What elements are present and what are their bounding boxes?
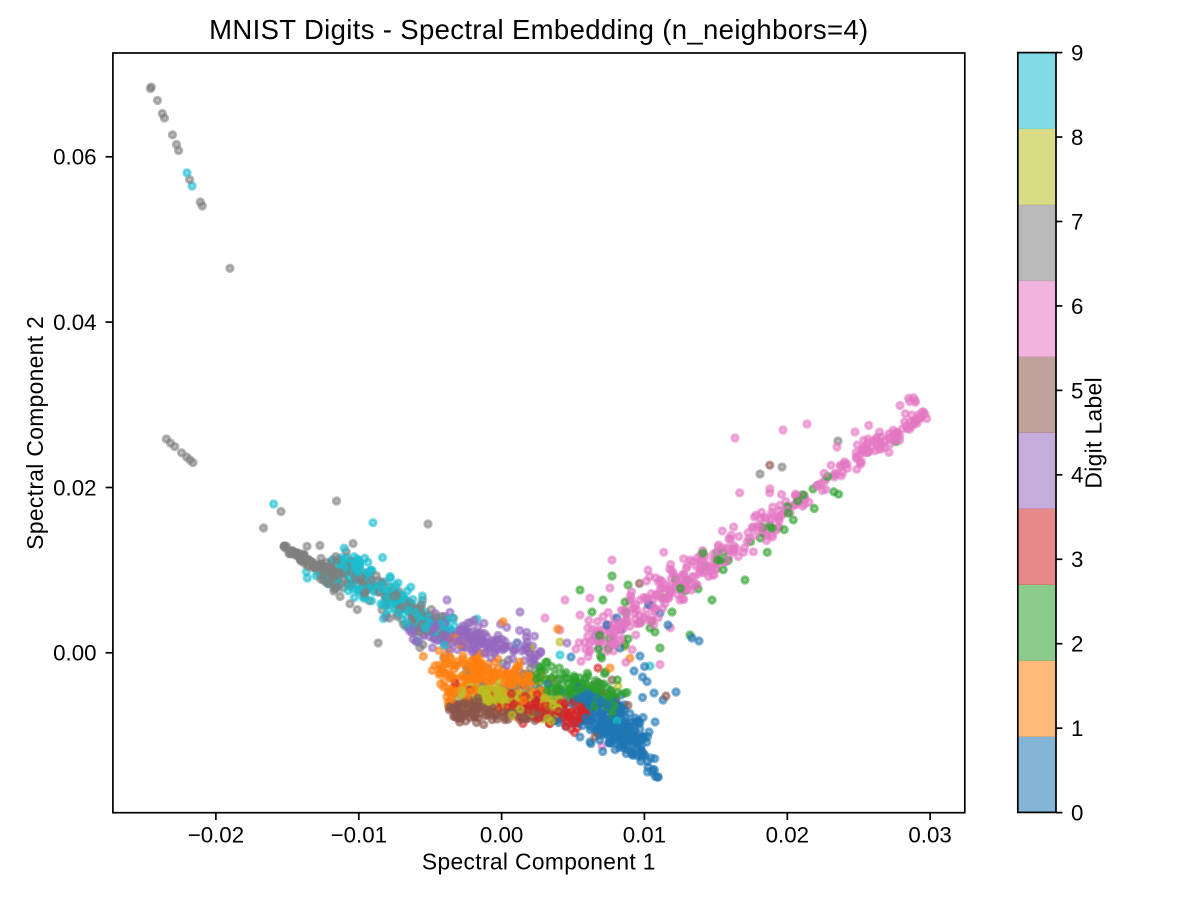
svg-text:−0.02: −0.02 — [188, 822, 244, 847]
svg-text:0.02: 0.02 — [53, 475, 96, 500]
svg-text:MNIST Digits - Spectral Embedd: MNIST Digits - Spectral Embedding (n_nei… — [209, 14, 868, 45]
svg-text:0.01: 0.01 — [623, 822, 666, 847]
svg-text:5: 5 — [1071, 378, 1083, 403]
svg-text:0.00: 0.00 — [480, 822, 523, 847]
svg-text:3: 3 — [1071, 547, 1083, 572]
svg-text:2: 2 — [1071, 632, 1083, 657]
svg-text:−0.01: −0.01 — [331, 822, 387, 847]
svg-text:0.04: 0.04 — [53, 310, 96, 335]
svg-text:8: 8 — [1071, 125, 1083, 150]
svg-text:9: 9 — [1071, 41, 1083, 66]
svg-text:6: 6 — [1071, 294, 1083, 319]
svg-text:Spectral Component 2: Spectral Component 2 — [22, 316, 48, 550]
svg-text:0.02: 0.02 — [766, 822, 809, 847]
svg-text:0.06: 0.06 — [53, 145, 96, 170]
svg-text:1: 1 — [1071, 716, 1083, 741]
svg-text:Digit Label: Digit Label — [1081, 377, 1107, 489]
svg-text:4: 4 — [1071, 463, 1083, 488]
svg-text:0.00: 0.00 — [53, 641, 96, 666]
svg-text:0.03: 0.03 — [908, 822, 951, 847]
svg-text:Spectral Component 1: Spectral Component 1 — [422, 849, 656, 875]
svg-text:7: 7 — [1071, 209, 1083, 234]
svg-text:0: 0 — [1071, 801, 1083, 826]
